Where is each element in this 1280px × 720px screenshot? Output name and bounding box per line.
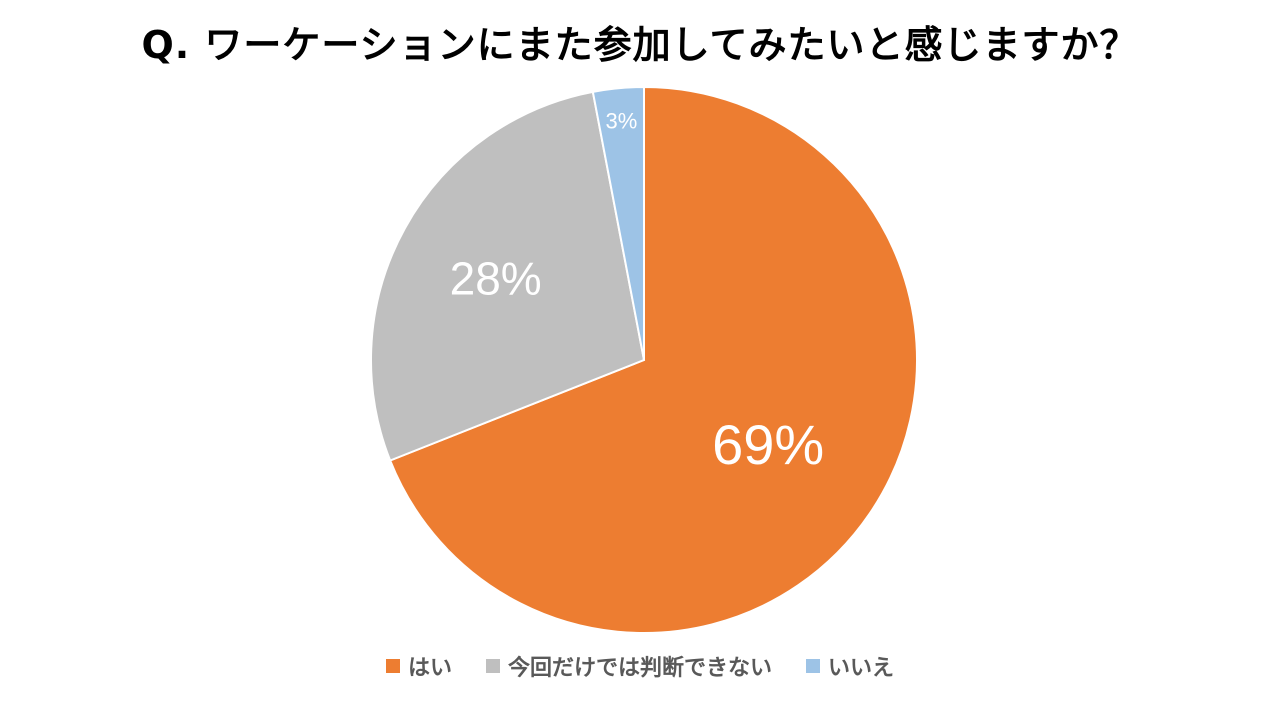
legend-label-yes: はい (407, 656, 452, 681)
legend-swatch-undecided (485, 659, 500, 673)
pie-slice-no (591, 85, 645, 361)
legend-swatch-yes (385, 659, 400, 673)
legend-label-no: いいえ (828, 656, 895, 681)
chart-title: Q. ワーケーションにまた参加してみたいと感じますか？ (141, 23, 1139, 67)
legend-swatch-no (806, 659, 820, 673)
legend-item-undecided: 今回だけでは判断できない (485, 650, 772, 682)
legend-label-undecided: 今回だけでは判断できない (507, 656, 772, 681)
legend-item-no: いいえ (806, 650, 894, 682)
legend-item-yes: はい (385, 650, 452, 682)
pie-slice-undecided (370, 90, 646, 462)
pie-slice-yes (388, 85, 918, 634)
chart-legend: はい 今回だけでは判断できない いいえ (0, 650, 1280, 682)
data-label-yes: 69% (712, 413, 824, 476)
data-label-no: 3% (605, 108, 637, 133)
data-label-undecided: 28% (450, 252, 542, 304)
